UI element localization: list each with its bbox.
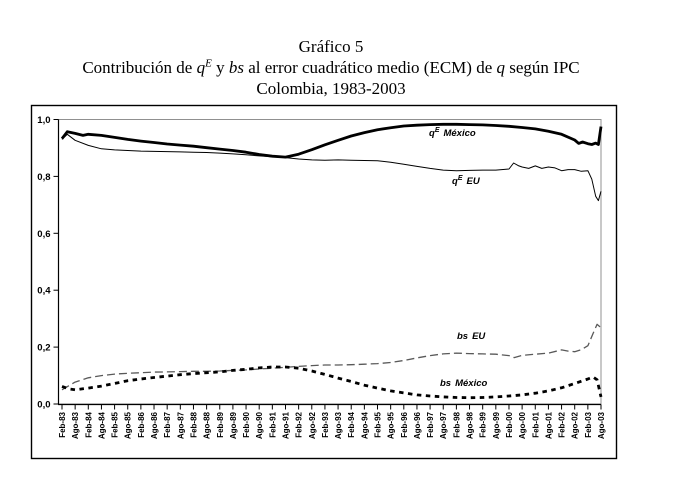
x-tick-label: Ago-99	[492, 411, 501, 439]
chart-title-line2: Contribución de qE y bs al error cuadrát…	[82, 57, 580, 77]
y-tick-label: 0,8	[37, 172, 50, 183]
x-tick-label: Feb-85	[111, 411, 120, 437]
x-tick-label: Ago-83	[71, 411, 80, 439]
x-tick-label: Feb-91	[268, 411, 277, 437]
chart-title: Gráfico 5 Contribución de qE y bs al err…	[0, 36, 662, 99]
chart-outer-border	[30, 104, 618, 460]
x-tick-label: Ago-92	[308, 411, 317, 439]
x-tick-label: Ago-94	[360, 411, 369, 439]
x-tick-label: Ago-95	[387, 411, 396, 439]
x-tick-label: Feb-86	[137, 411, 146, 437]
x-tick-label: Feb-95	[374, 411, 383, 437]
x-tick-label: Feb-01	[531, 411, 540, 437]
chart-title-line3: Colombia, 1983-2003	[256, 79, 406, 98]
x-tick-label: Feb-88	[189, 411, 198, 437]
x-tick-label: Feb-90	[242, 411, 251, 437]
y-tick-label: 0,0	[37, 400, 50, 411]
y-tick-label: 1,0	[37, 115, 50, 126]
x-tick-label: Ago-93	[334, 411, 343, 439]
chart-title-line1: Gráfico 5	[298, 37, 364, 56]
x-tick-label: Ago-03	[597, 411, 606, 439]
x-tick-label: Feb-83	[58, 411, 67, 437]
x-tick-label: Ago-85	[124, 411, 133, 439]
y-tick-label: 0,2	[37, 343, 50, 354]
series-line-2-thin-dashed	[61, 323, 602, 391]
series-label-qe-mexico: qE México	[429, 126, 476, 139]
x-tick-label: Ago-88	[203, 411, 212, 439]
series-line-1-thin-solid	[61, 133, 602, 202]
x-tick-label: Feb-89	[216, 411, 225, 437]
series-label-bs-eu: bs EU	[457, 331, 486, 342]
x-tick-label: Ago-91	[281, 411, 290, 439]
plot-area-border	[58, 119, 602, 405]
x-tick-label: Ago-98	[466, 411, 475, 439]
series-label-qe-eu: qE EU	[452, 174, 480, 187]
x-tick-label: Ago-97	[439, 411, 448, 439]
x-tick-label: Ago-87	[176, 411, 185, 439]
x-tick-label: Ago-01	[544, 411, 553, 439]
x-tick-label: Feb-92	[295, 411, 304, 437]
x-tick-label: Feb-87	[163, 411, 172, 437]
x-tick-label: Feb-97	[426, 411, 435, 437]
x-tick-label: Ago-90	[255, 411, 264, 439]
x-tick-label: Ago-84	[97, 411, 106, 439]
x-tick-label: Feb-00	[505, 411, 514, 437]
series-line-3-thick-dashed	[61, 365, 603, 400]
x-tick-label: Feb-02	[558, 411, 567, 437]
x-tick-label: Feb-84	[84, 411, 93, 437]
x-tick-label: Feb-03	[584, 411, 593, 437]
x-tick-label: Ago-02	[571, 411, 580, 439]
x-tick-label: Feb-96	[400, 411, 409, 437]
x-tick-label: Feb-98	[452, 411, 461, 437]
y-tick-label: 0,4	[37, 286, 51, 297]
x-tick-label: Feb-94	[347, 411, 356, 437]
series-line-0-thick-solid	[60, 122, 603, 159]
x-tick-label: Ago-86	[150, 411, 159, 439]
x-tick-label: Feb-99	[479, 411, 488, 437]
y-tick-label: 0,6	[37, 229, 50, 240]
x-tick-label: Ago-96	[413, 411, 422, 439]
series-label-bs-mexico: bs México	[440, 378, 488, 389]
x-tick-label: Feb-93	[321, 411, 330, 437]
x-tick-label: Ago-00	[518, 411, 527, 439]
x-tick-label: Ago-89	[229, 411, 238, 439]
